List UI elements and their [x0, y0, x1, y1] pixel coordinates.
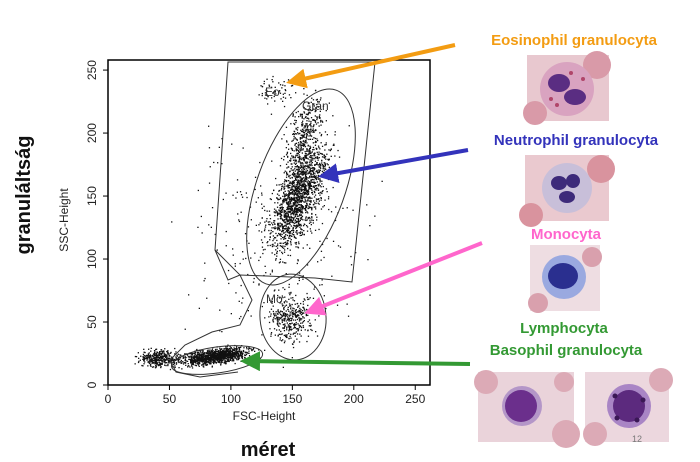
basophil-label: Basophil granulocyta: [490, 342, 643, 359]
page-number: 12: [632, 434, 642, 444]
monocyta-label: Monocyta: [531, 226, 602, 243]
y-tick-label: 150: [85, 186, 99, 206]
gran-gate: [246, 88, 356, 286]
y-ticks: 0 50 100 150 200 250: [85, 60, 108, 388]
eosinophil-image: [523, 51, 611, 125]
x-inner-label: FSC-Height: [233, 409, 296, 423]
x-tick-label: 200: [344, 392, 364, 406]
mo-gate-label: Mo: [266, 292, 283, 306]
lymphocyta-label: Lymphocyta: [520, 320, 608, 337]
neutrophil-image: [519, 155, 615, 227]
lymphocyte-gate-outline: [169, 249, 253, 378]
x-ticks: 0 50 100 150 200 250: [105, 385, 426, 406]
y-tick-label: 100: [85, 249, 99, 269]
x-tick-label: 0: [105, 392, 112, 406]
x-outer-label: méret: [241, 439, 296, 461]
gran-gate-label: Gran: [302, 99, 329, 113]
basophil-image: [583, 368, 673, 446]
x-tick-label: 250: [405, 392, 425, 406]
y-inner-label: SSC-Height: [57, 188, 71, 252]
neutrophil-label: Neutrophil granulocyta: [494, 132, 659, 149]
scatter-dots: [134, 75, 383, 371]
eosinophil-arrow: [286, 43, 456, 89]
neutrophil-arrow: [318, 148, 469, 184]
lymph-gate: [170, 345, 264, 375]
monocyta-arrow: [304, 241, 483, 316]
x-tick-label: 150: [282, 392, 302, 406]
y-tick-label: 250: [85, 60, 99, 80]
lymphocyta-arrow: [240, 351, 471, 372]
eosinophil-label: Eosinophil granulocyta: [491, 32, 658, 49]
y-tick-label: 0: [85, 381, 99, 388]
y-outer-label: granuláltság: [13, 136, 35, 255]
y-tick-label: 50: [85, 315, 99, 329]
eo-gate: [214, 61, 376, 283]
x-tick-label: 100: [221, 392, 241, 406]
x-tick-label: 50: [163, 392, 177, 406]
eo-gate-label: Eo: [265, 85, 280, 99]
monocyta-image: [528, 245, 602, 313]
y-tick-label: 200: [85, 123, 99, 143]
lymphocyta-image: [474, 370, 580, 448]
